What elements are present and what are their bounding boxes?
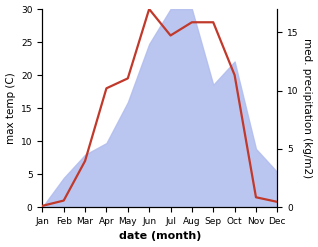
Y-axis label: med. precipitation (kg/m2): med. precipitation (kg/m2)	[302, 38, 313, 178]
X-axis label: date (month): date (month)	[119, 231, 201, 242]
Y-axis label: max temp (C): max temp (C)	[5, 72, 16, 144]
